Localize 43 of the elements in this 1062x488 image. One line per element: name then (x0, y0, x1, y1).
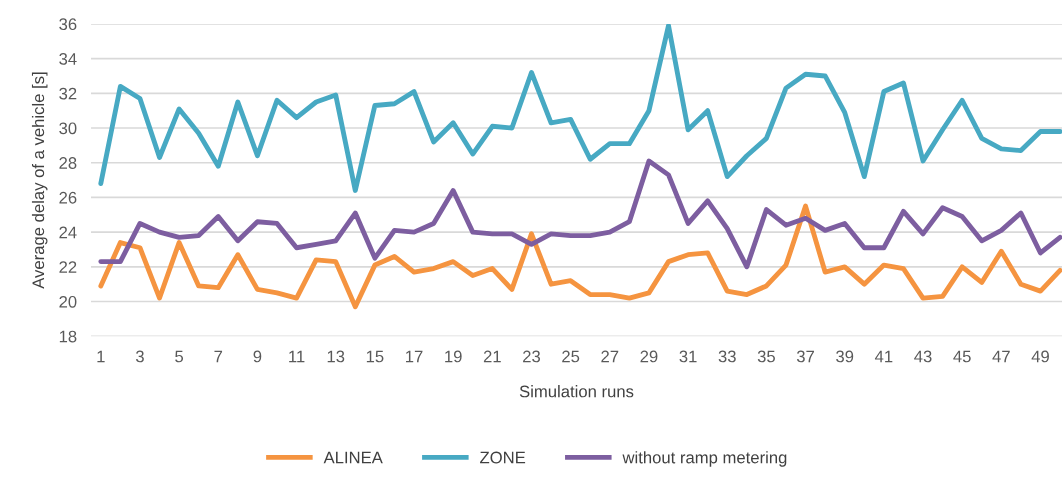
x-tick-label: 23 (523, 350, 541, 363)
x-tick-label: 19 (445, 350, 462, 363)
y-tick-label: 36 (59, 18, 77, 31)
x-tick-label: 15 (366, 350, 384, 363)
x-tick-label: 41 (874, 350, 893, 363)
x-tick-label: 29 (640, 350, 658, 363)
x-tick-label: 39 (836, 350, 854, 363)
x-tick-label: 1 (97, 350, 105, 363)
x-tick-label: 3 (135, 350, 144, 363)
line-series (98, 158, 1062, 270)
legend-label: ZONE (480, 451, 526, 464)
x-tick-label: 33 (718, 350, 736, 363)
y-tick-label: 26 (59, 191, 77, 204)
x-tick-label: 37 (796, 350, 814, 363)
y-axis-title: Average delay of a vehicle [s] (31, 72, 48, 289)
x-tick-label: 13 (327, 350, 345, 363)
x-tick-label: 7 (214, 350, 223, 363)
x-tick-label: 35 (757, 350, 775, 363)
y-tick-label: 30 (59, 122, 77, 135)
y-tick-label: 18 (59, 330, 77, 343)
y-tick-label: 28 (59, 157, 77, 169)
x-tick-label: 31 (679, 350, 697, 363)
x-tick-label: 27 (601, 350, 619, 363)
x-tick-label: 49 (1031, 350, 1049, 363)
y-tick-label: 20 (59, 295, 77, 308)
line-series (98, 23, 1062, 193)
x-tick-label: 45 (953, 350, 971, 363)
line-series (98, 203, 1062, 310)
y-tick-label: 32 (59, 87, 77, 100)
x-tick-label: 17 (406, 350, 423, 363)
x-axis-title: Simulation runs (519, 385, 634, 398)
legend-label: without ramp metering (622, 451, 787, 467)
x-tick-label: 47 (992, 350, 1010, 363)
x-tick-label: 11 (289, 350, 305, 363)
y-tick-label: 34 (59, 53, 77, 65)
x-tick-label: 5 (175, 350, 184, 363)
legend-label: ALINEA (323, 451, 383, 464)
y-tick-label: 22 (59, 261, 77, 273)
x-tick-label: 43 (914, 350, 932, 363)
x-tick-label: 25 (562, 350, 580, 363)
x-tick-label: 21 (483, 350, 501, 363)
y-tick-label: 24 (59, 226, 77, 239)
x-tick-label: 9 (253, 350, 262, 363)
